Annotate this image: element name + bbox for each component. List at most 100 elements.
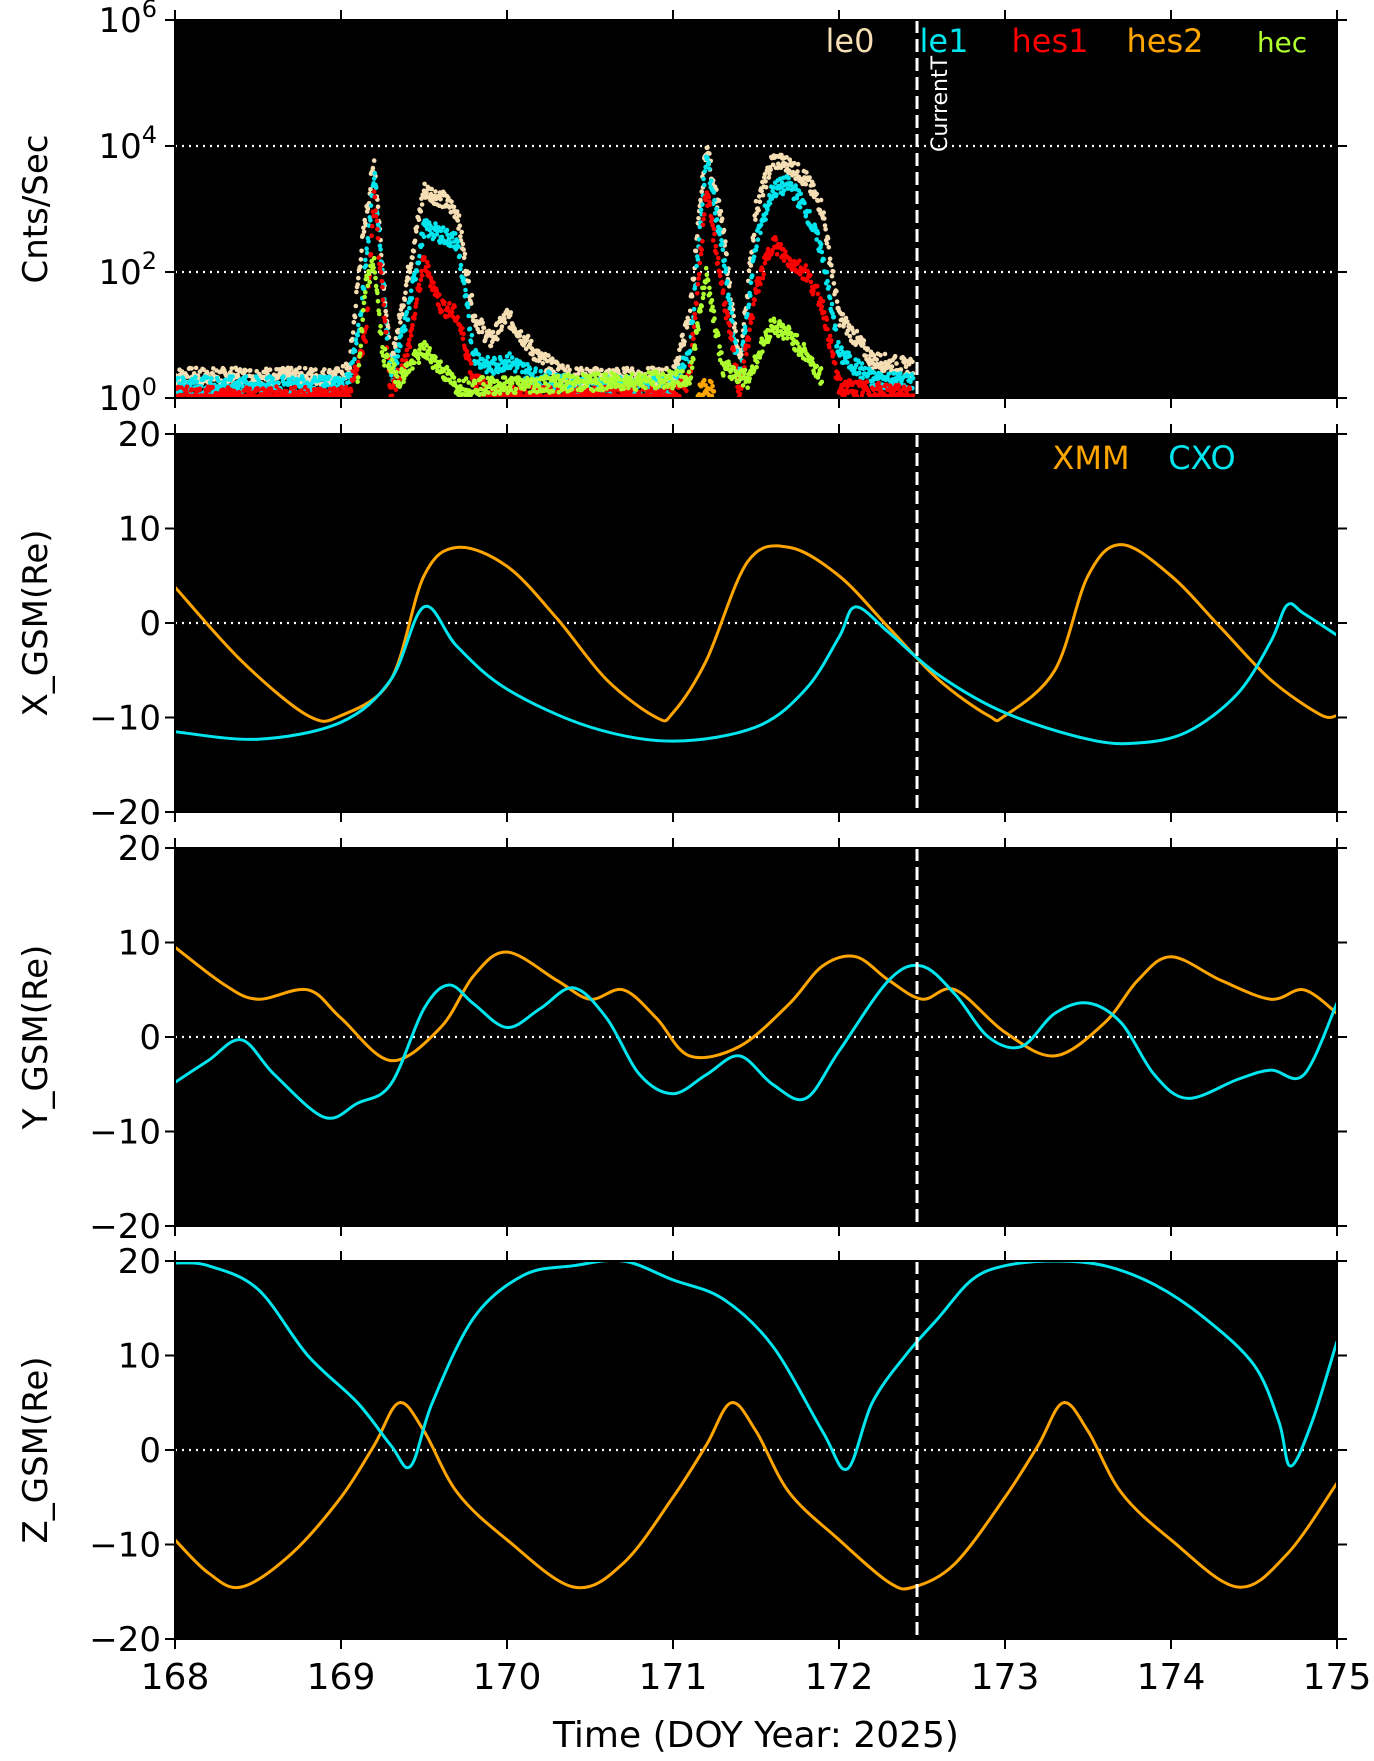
data-point <box>702 169 708 174</box>
data-point <box>361 300 367 306</box>
data-point <box>363 263 369 268</box>
data-point <box>433 354 438 360</box>
data-point <box>752 297 757 303</box>
data-point <box>700 295 706 301</box>
data-point <box>371 255 377 261</box>
data-point <box>434 288 440 294</box>
data-point <box>223 377 228 383</box>
data-point <box>710 383 715 389</box>
data-point <box>509 355 515 360</box>
data-point <box>522 385 528 390</box>
data-point <box>677 393 682 398</box>
data-point <box>710 222 715 228</box>
data-point <box>524 338 530 343</box>
data-point <box>742 324 748 330</box>
data-point <box>538 369 544 374</box>
data-point <box>184 374 190 380</box>
data-point <box>436 303 442 308</box>
data-point <box>469 292 475 298</box>
data-point <box>795 161 801 167</box>
data-point <box>706 160 712 165</box>
data-point <box>451 204 457 210</box>
data-point <box>428 359 434 365</box>
data-point <box>843 315 849 321</box>
data-point <box>309 372 314 378</box>
data-point <box>439 308 445 314</box>
data-point <box>465 271 471 276</box>
data-point <box>827 333 833 339</box>
data-point <box>496 362 502 368</box>
data-point <box>529 338 534 344</box>
data-point <box>803 263 809 268</box>
data-point <box>354 341 359 346</box>
data-point <box>825 278 830 284</box>
data-point <box>400 357 405 363</box>
data-point <box>760 275 766 281</box>
data-point <box>711 226 717 232</box>
y-tick-exponent: 6 <box>142 0 157 23</box>
data-point <box>398 320 403 325</box>
y-tick-label: 20 <box>118 829 161 869</box>
data-point <box>419 242 425 248</box>
data-point <box>690 331 696 337</box>
data-point <box>656 374 661 380</box>
data-point <box>361 229 367 235</box>
data-point <box>322 367 327 372</box>
series-line-XMM <box>175 946 1337 1063</box>
data-point <box>603 372 609 377</box>
data-point <box>716 332 721 338</box>
data-point <box>355 379 360 385</box>
x-tick-label: 173 <box>971 1657 1040 1698</box>
y-axis-label: Y_GSM(Re) <box>16 945 56 1131</box>
data-point <box>748 293 753 299</box>
data-point <box>461 276 466 281</box>
data-point <box>617 377 622 382</box>
data-point <box>228 377 233 383</box>
data-point <box>776 333 781 339</box>
data-point <box>464 348 470 354</box>
data-point <box>506 358 512 364</box>
data-point <box>370 165 376 171</box>
data-point <box>424 343 429 348</box>
data-point <box>832 361 838 366</box>
data-point <box>386 362 392 367</box>
data-point <box>814 191 819 197</box>
data-point <box>469 332 475 338</box>
y-axis-label: Z_GSM(Re) <box>16 1356 56 1543</box>
data-point <box>205 375 210 380</box>
data-point <box>590 388 596 394</box>
data-point <box>502 320 508 325</box>
data-point <box>189 387 194 392</box>
data-point <box>643 385 648 391</box>
data-point <box>358 257 364 262</box>
data-point <box>327 367 332 373</box>
data-point <box>719 238 724 243</box>
data-point <box>378 331 384 336</box>
data-point <box>698 207 704 213</box>
data-point <box>466 380 472 385</box>
data-point <box>459 229 465 235</box>
series-line-XMM <box>175 1401 1337 1591</box>
data-point <box>715 260 720 266</box>
data-point <box>829 263 834 268</box>
data-point <box>721 288 726 293</box>
data-point <box>410 366 415 371</box>
data-point <box>371 176 377 181</box>
legend-label-CXO: CXO <box>1168 439 1235 477</box>
data-point <box>179 385 184 390</box>
data-point <box>456 244 461 249</box>
data-point <box>636 389 642 395</box>
data-point <box>567 367 572 373</box>
data-point <box>371 265 376 271</box>
data-point <box>302 384 308 390</box>
data-point <box>898 371 903 376</box>
data-point <box>216 378 221 384</box>
data-point <box>410 255 415 261</box>
data-point <box>476 352 482 357</box>
data-point <box>407 368 412 374</box>
data-point <box>463 287 468 293</box>
data-point <box>413 276 419 282</box>
data-point <box>691 306 697 312</box>
data-point <box>416 360 422 366</box>
